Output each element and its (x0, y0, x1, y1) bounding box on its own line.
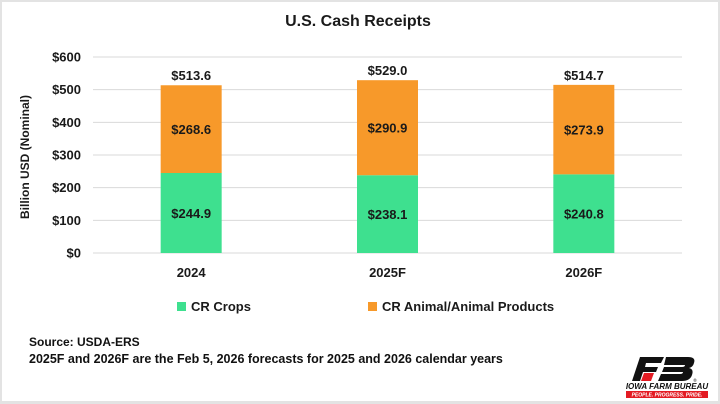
x-tick-label: 2025F (369, 265, 406, 280)
y-tick-label: $300 (52, 148, 81, 163)
y-tick-label: $400 (52, 115, 81, 130)
logo-b-mark (658, 357, 695, 381)
total-label: $514.7 (564, 68, 604, 83)
y-tick-label: $600 (52, 50, 81, 65)
bars: $244.9 $268.6 $513.6 $238.1 $290.9 $529.0 $240… (160, 63, 615, 253)
iowa-farm-bureau-logo: ® IOWA FARM BUREAU PEOPLE. PROGRESS. PRI… (626, 357, 709, 399)
y-tick-label: $0 (67, 246, 81, 261)
logo-registered: ® (693, 378, 697, 383)
y-tick-label: $500 (52, 82, 81, 97)
bar-segment-crops (553, 174, 615, 253)
data-label: $240.8 (564, 207, 604, 222)
legend-swatch (368, 302, 377, 311)
y-axis-label: Billion USD (Nominal) (18, 95, 32, 219)
y-tick-label: $100 (52, 213, 81, 228)
logo-f-mark (632, 357, 664, 381)
data-label: $290.9 (368, 121, 408, 136)
x-tick-label: 2026F (565, 265, 602, 280)
total-label: $513.6 (171, 68, 211, 83)
forecast-note: 2025F and 2026F are the Feb 5, 2026 fore… (29, 352, 503, 366)
chart-title: U.S. Cash Receipts (285, 13, 431, 30)
bar-segment-animal-products (553, 84, 615, 175)
bar-chart: U.S. Cash Receipts Billion USD (Nominal)… (18, 13, 682, 314)
y-axis-ticks: $0 $100 $200 $300 $400 $500 $600 (52, 50, 81, 261)
logo-f-accent (641, 373, 654, 381)
logo-tagline: PEOPLE. PROGRESS. PRIDE. (632, 393, 703, 399)
x-axis-ticks: 2024 2025F 2026F (177, 265, 603, 280)
legend: CR Crops CR Animal/Animal Products (177, 299, 554, 314)
x-tick-label: 2024 (177, 265, 207, 280)
legend-label: CR Crops (191, 299, 251, 314)
logo-tagline-band (626, 391, 708, 398)
data-label: $273.9 (564, 123, 604, 138)
logo-name: IOWA FARM BUREAU (626, 382, 709, 391)
legend-swatch (177, 302, 186, 311)
data-label: $268.6 (171, 122, 211, 137)
bar-segment-animal-products (160, 85, 222, 173)
bar-segment-crops (357, 175, 418, 253)
total-label: $529.0 (368, 63, 408, 78)
y-tick-label: $200 (52, 180, 81, 195)
source-note: Source: USDA-ERS (29, 335, 140, 349)
bar-segment-crops (160, 172, 222, 253)
legend-label: CR Animal/Animal Products (382, 299, 554, 314)
data-label: $244.9 (171, 206, 211, 221)
data-label: $238.1 (368, 207, 408, 222)
bar-segment-animal-products (357, 80, 418, 176)
